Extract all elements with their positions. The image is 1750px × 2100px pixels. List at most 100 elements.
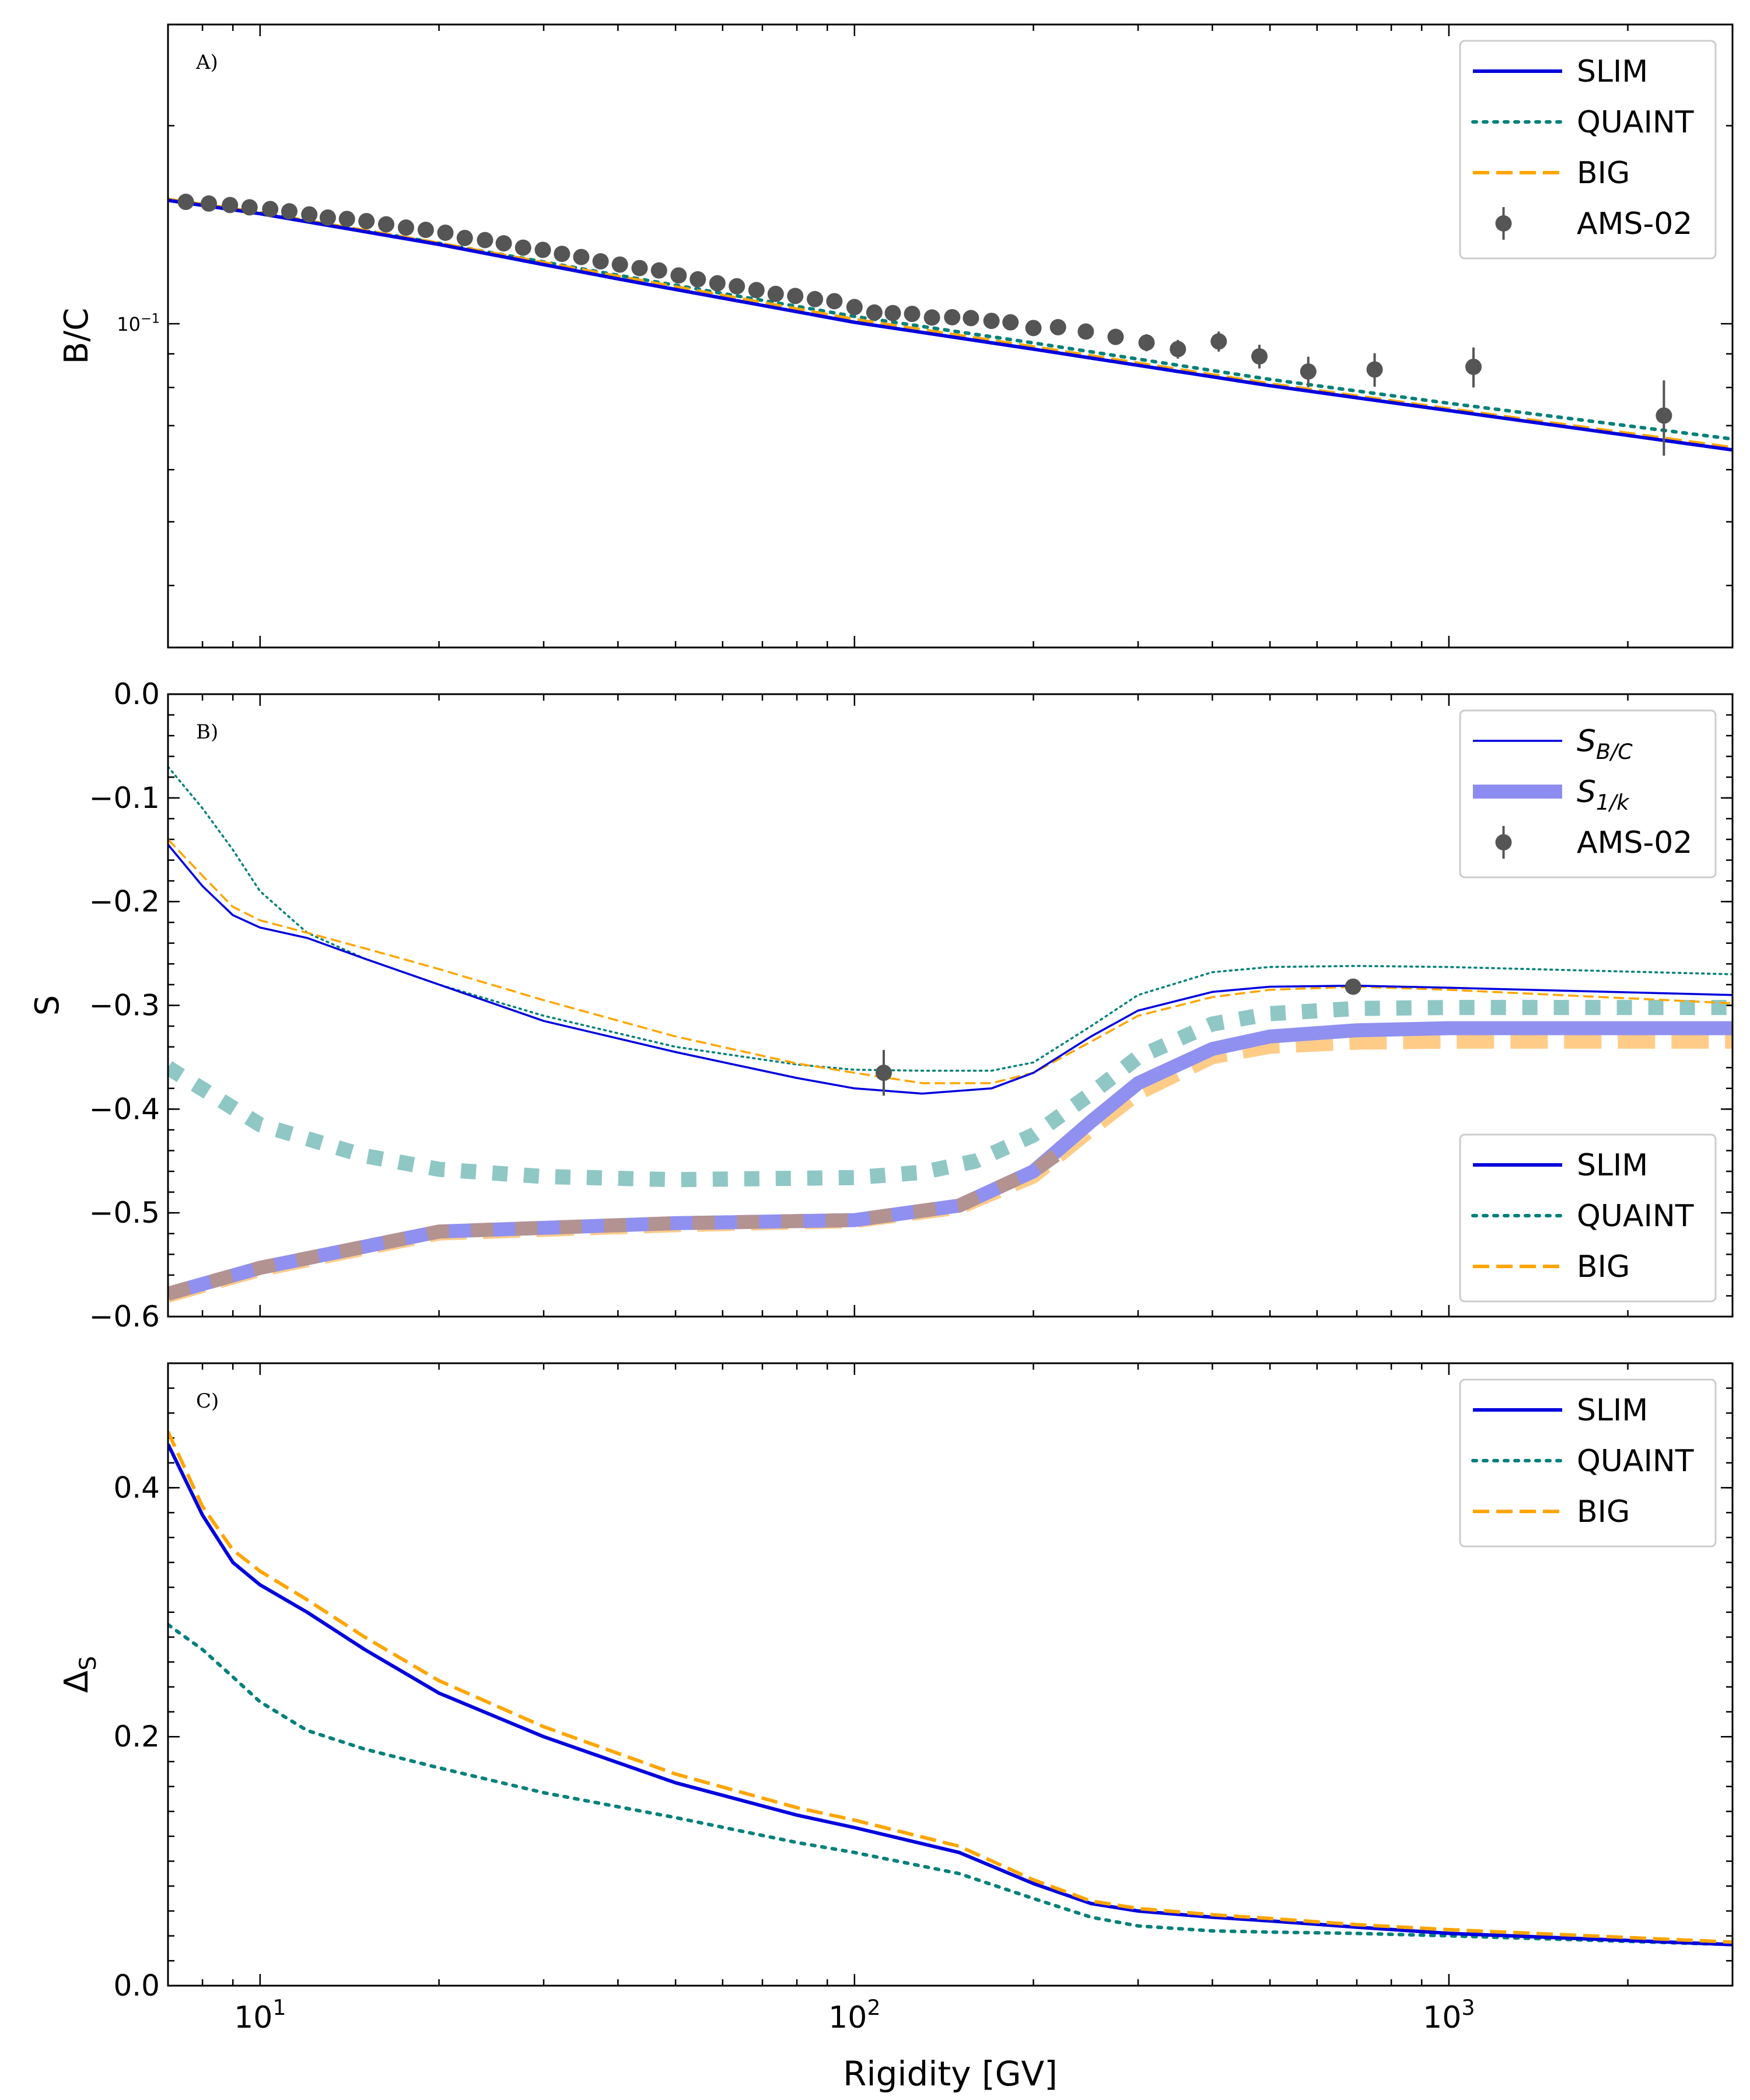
ams02-point (319, 209, 336, 226)
ams02-point (670, 267, 687, 284)
panel-label: C) (196, 1390, 219, 1413)
series-group (168, 197, 1732, 452)
series-line-big (168, 1431, 1732, 1944)
legend: SLIM QUAINT BIG AMS-02 (1459, 40, 1717, 260)
ams02-point (495, 235, 512, 252)
legend-label: SLIM (1577, 1148, 1648, 1183)
legend-label: QUAINT (1577, 1444, 1694, 1479)
y-tick-label: −0.1 (89, 781, 160, 815)
x-tick-label: 101 (234, 1995, 286, 2035)
y-axis-label: ΔS (58, 1656, 102, 1693)
ams02-point (944, 309, 961, 326)
ams02-point (787, 288, 804, 304)
ams02-point (807, 290, 824, 307)
ams02-point (358, 213, 375, 230)
ams02-points (177, 194, 1672, 456)
ams02-point (1107, 328, 1124, 345)
ams02-point (241, 199, 258, 216)
ams02-point (281, 203, 298, 220)
ams02-point (1077, 323, 1094, 340)
ams02-point (1002, 314, 1019, 331)
ams02-point (573, 249, 590, 265)
y-tick-label: −0.2 (89, 885, 160, 919)
ams02-point (1345, 978, 1362, 995)
y-tick-label: 0.2 (113, 1720, 160, 1754)
ams02-point (1210, 333, 1227, 350)
series-line-slim-s-b-c (168, 844, 1732, 1095)
ams02-point (904, 306, 921, 323)
y-tick-label: −0.6 (89, 1300, 160, 1334)
ams02-point (262, 201, 279, 218)
ams02-point (963, 310, 979, 327)
ams02-point (729, 278, 746, 295)
y-tick-label: 0.0 (113, 677, 160, 711)
ams02-point (554, 246, 570, 262)
ams02-point (866, 304, 883, 321)
series-line-quaint (168, 1623, 1732, 1947)
series-line-quaint-s-b-c (168, 765, 1732, 1072)
y-tick-label: −0.4 (89, 1092, 160, 1126)
x-axis-label: Rigidity [GV] (843, 2054, 1058, 2094)
panel-2: 0.0 −0.1 −0.2 −0.3 −0.4 −0.5 −0.6 B) SB/C S1/k AMS… (29, 677, 1734, 1334)
ams02-point (1465, 358, 1482, 375)
series-line-quaint (168, 197, 1732, 441)
series-line-slim (168, 198, 1732, 452)
ams02-point (534, 242, 551, 258)
ams02-point (1656, 407, 1672, 424)
legend-label: SLIM (1577, 1393, 1648, 1428)
y-tick-label: 0.0 (113, 1969, 160, 2003)
ams02-point (301, 206, 318, 223)
ams02-point (592, 253, 609, 270)
legend-marker (1495, 215, 1512, 232)
ams02-point (1251, 348, 1268, 365)
series-line-slim (168, 1443, 1732, 1947)
panel-3: 0.0 0.2 0.4 C) SLIM QUAINT BIG ΔS 101 102 103 Rigid… (58, 1362, 1734, 2094)
ams02-point (748, 282, 765, 299)
legend-label: QUAINT (1577, 105, 1694, 140)
y-tick-label: 0.4 (113, 1471, 160, 1504)
ams02-point (1300, 363, 1317, 380)
x-tick-label: 103 (1423, 1995, 1475, 2035)
legend-label: S1/k (1577, 775, 1630, 815)
series-line-quaint-s-1-k (168, 1000, 1732, 1188)
legend-marker (1495, 834, 1512, 850)
ams02-point (611, 256, 628, 273)
y-tick-label: −0.5 (89, 1196, 160, 1230)
legend-box (1459, 709, 1717, 878)
ams02-point (177, 194, 194, 211)
ams02-point (690, 271, 706, 288)
ams02-point (631, 260, 648, 276)
legend-label: SB/C (1577, 724, 1633, 764)
panel-label: A) (195, 51, 218, 74)
legend-box (1459, 1378, 1717, 1548)
panel-label: B) (196, 720, 218, 744)
ams02-point (709, 275, 726, 292)
ams02-points (875, 978, 1362, 1096)
ams02-point (650, 262, 667, 279)
ams02-point (1049, 318, 1066, 335)
series-line-big-s-b-c (168, 838, 1732, 1084)
legend-upper: SB/C S1/k AMS-02 (1459, 709, 1717, 878)
ams02-point (1025, 320, 1042, 337)
ams02-point (884, 304, 901, 321)
y-axis-label: B/C (58, 308, 96, 364)
y-tick-label: 10−1 (117, 312, 160, 335)
ams02-point (437, 224, 454, 241)
ams02-point (1138, 334, 1155, 351)
x-tick-label: 102 (828, 1995, 880, 2035)
ams02-point (846, 299, 863, 316)
ams02-point (923, 309, 940, 326)
legend-label: SLIM (1577, 54, 1648, 89)
ams02-point (1366, 361, 1383, 378)
ams02-point (398, 219, 415, 236)
series-group (168, 1431, 1732, 1947)
legend-lower: SLIM QUAINT BIG (1459, 1133, 1717, 1303)
ams02-point (477, 232, 494, 249)
ams02-point (378, 216, 395, 233)
legend-label: AMS-02 (1577, 206, 1692, 242)
ams02-point (514, 239, 531, 256)
legend-label: QUAINT (1577, 1199, 1694, 1234)
ams02-point (338, 211, 355, 228)
legend-label: BIG (1577, 156, 1630, 191)
